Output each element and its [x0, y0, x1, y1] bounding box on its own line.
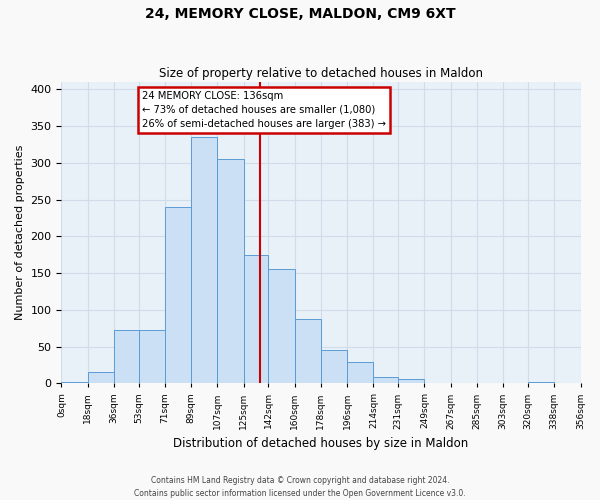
Bar	[398, 379, 424, 384]
Bar	[165, 207, 191, 384]
Bar	[217, 159, 244, 384]
Bar	[347, 362, 373, 384]
Text: Contains HM Land Registry data © Crown copyright and database right 2024.
Contai: Contains HM Land Registry data © Crown c…	[134, 476, 466, 498]
Text: 24, MEMORY CLOSE, MALDON, CM9 6XT: 24, MEMORY CLOSE, MALDON, CM9 6XT	[145, 8, 455, 22]
Y-axis label: Number of detached properties: Number of detached properties	[15, 145, 25, 320]
X-axis label: Distribution of detached houses by size in Maldon: Distribution of detached houses by size …	[173, 437, 469, 450]
Bar	[268, 270, 295, 384]
Bar	[61, 382, 88, 384]
Bar	[244, 254, 268, 384]
Bar	[139, 330, 165, 384]
Bar	[321, 350, 347, 384]
Title: Size of property relative to detached houses in Maldon: Size of property relative to detached ho…	[159, 66, 483, 80]
Bar	[295, 320, 321, 384]
Bar	[88, 372, 114, 384]
Bar	[528, 382, 554, 384]
Bar	[114, 330, 139, 384]
Bar	[373, 378, 398, 384]
Bar	[191, 137, 217, 384]
Text: 24 MEMORY CLOSE: 136sqm
← 73% of detached houses are smaller (1,080)
26% of semi: 24 MEMORY CLOSE: 136sqm ← 73% of detache…	[142, 91, 386, 129]
